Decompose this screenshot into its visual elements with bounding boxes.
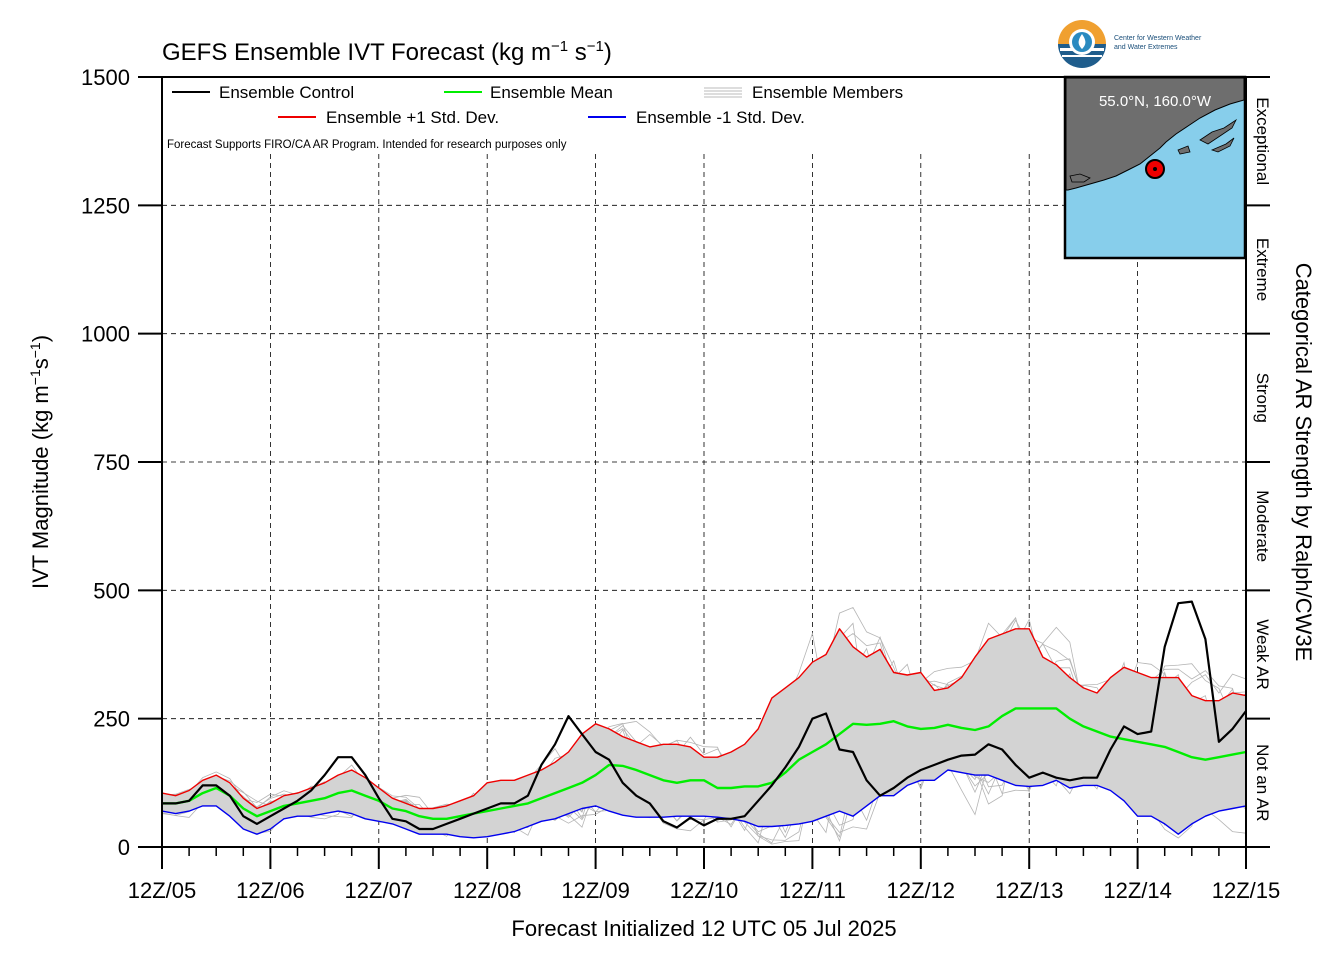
category-label: Not an AR bbox=[1253, 744, 1272, 822]
x-tick-label: 12Z/09 bbox=[561, 878, 630, 903]
ensemble-mean-line bbox=[162, 707, 1247, 820]
legend-label-mean: Ensemble Mean bbox=[490, 83, 613, 102]
x-tick-label: 12Z/08 bbox=[453, 878, 522, 903]
y-tick-label: 1250 bbox=[81, 193, 130, 218]
chart-title: GEFS Ensemble IVT Forecast (kg m−1 s−1) bbox=[162, 38, 612, 66]
y-tick-label: 750 bbox=[93, 450, 130, 475]
y-tick-label: 1000 bbox=[81, 322, 130, 347]
category-label: Extreme bbox=[1253, 238, 1272, 301]
category-label: Weak AR bbox=[1253, 619, 1272, 690]
location-inset-map: 55.0°N, 160.0°W bbox=[1063, 75, 1247, 260]
x-tick-label: 12Z/07 bbox=[345, 878, 414, 903]
category-label: Strong bbox=[1253, 373, 1272, 423]
std-dev-fill bbox=[162, 628, 1246, 838]
std-dev-band bbox=[162, 628, 1246, 838]
x-tick-label: 12Z/11 bbox=[779, 878, 846, 903]
alaska-landmass bbox=[1065, 77, 1245, 191]
y-axis: 0 250 500 750 1000 1250 1500 bbox=[81, 65, 162, 860]
legend-label-control: Ensemble Control bbox=[219, 83, 354, 102]
minus-std-dev-line bbox=[161, 769, 1247, 839]
x-axis: 12Z/05 12Z/06 12Z/07 12Z/08 12Z/09 12Z/10 12Z/… bbox=[128, 847, 1281, 903]
ar-category-axis: Not an AR Weak AR Moderate Strong Extreme Exc… bbox=[1245, 76, 1272, 848]
y-tick-label: 1500 bbox=[81, 65, 130, 90]
y-tick-label: 250 bbox=[93, 707, 130, 732]
ensemble-control-line bbox=[162, 600, 1247, 831]
x-tick-label: 12Z/10 bbox=[670, 878, 739, 903]
logo-text-line-2: and Water Extremes bbox=[1114, 44, 1178, 51]
research-disclaimer: Forecast Supports FIRO/CA AR Program. In… bbox=[167, 139, 567, 151]
legend-label-plus-std: Ensemble +1 Std. Dev. bbox=[326, 108, 499, 127]
x-tick-label: 12Z/06 bbox=[236, 878, 305, 903]
legend-swatch-members bbox=[704, 87, 742, 98]
x-tick-label: 12Z/13 bbox=[995, 878, 1064, 903]
x-tick-label: 12Z/14 bbox=[1103, 878, 1172, 903]
category-axis-label: Categorical AR Strength by Ralph/CW3E bbox=[1291, 263, 1316, 662]
x-tick-label: 12Z/15 bbox=[1212, 878, 1281, 903]
y-tick-label: 500 bbox=[93, 578, 130, 603]
legend-label-minus-std: Ensemble -1 Std. Dev. bbox=[636, 108, 805, 127]
x-tick-label: 12Z/05 bbox=[128, 878, 197, 903]
y-axis-label: IVT Magnitude (kg m−1s−1) bbox=[27, 335, 53, 589]
gridlines bbox=[162, 154, 1246, 847]
location-label: 55.0°N, 160.0°W bbox=[1099, 93, 1212, 110]
category-label: Exceptional bbox=[1253, 97, 1272, 185]
plus-std-dev-line bbox=[161, 628, 1247, 810]
series-lines bbox=[161, 600, 1247, 839]
legend-label-members: Ensemble Members bbox=[752, 83, 903, 102]
cw3e-logo: Center for Western Weather and Water Ext… bbox=[1058, 20, 1202, 68]
category-label: Moderate bbox=[1253, 490, 1272, 562]
x-axis-label: Forecast Initialized 12 UTC 05 Jul 2025 bbox=[511, 916, 896, 941]
y-tick-label: 0 bbox=[118, 835, 130, 860]
legend: Ensemble Control Ensemble Mean Ensemble … bbox=[167, 83, 903, 151]
x-tick-label: 12Z/12 bbox=[887, 878, 956, 903]
logo-text-line-1: Center for Western Weather bbox=[1114, 35, 1202, 42]
